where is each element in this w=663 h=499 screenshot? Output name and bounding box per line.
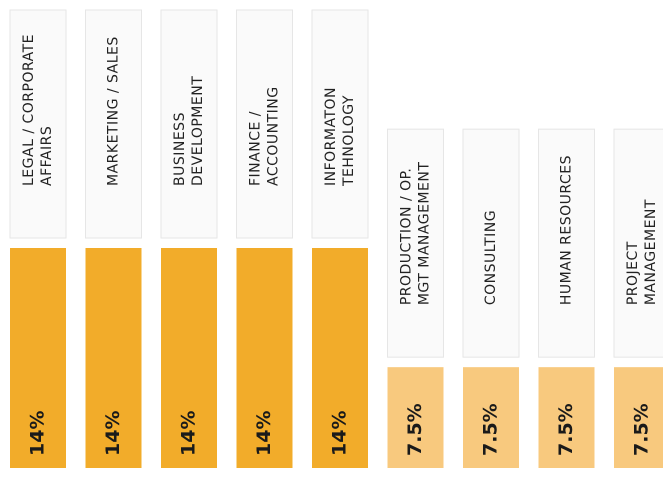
label-box [311,9,369,239]
category-label: CONSULTING [483,210,499,305]
bar [161,248,217,468]
category-label: PRODUCTION / OP. MGT MANAGEMENT [399,162,433,306]
category-label: FINANCE / ACCOUNTING [248,86,282,186]
bar [387,367,444,468]
value-label: 14% [178,411,200,456]
label-box [613,128,663,358]
bar [85,248,142,468]
value-label: 14% [102,411,124,456]
category-label: HUMAN RESOURCES [559,155,575,305]
category-label: PROJECT MANAGEMENT [625,199,659,305]
label-box [387,128,444,358]
label-box [538,128,595,358]
label-box [462,128,520,358]
bar [463,367,519,468]
category-label: INFORMATON TEHNOLOGY [323,87,357,187]
bar [312,248,368,468]
value-label: 14% [329,411,351,456]
label-box [160,9,218,239]
value-label: 7.5% [480,403,502,456]
label-box [9,9,67,239]
value-label: 7.5% [631,403,653,456]
category-label: BUSINESS DEVELOPMENT [172,76,206,186]
category-label: LEGAL / CORPORATE AFFAIRS [21,34,55,186]
value-label: 7.5% [404,403,426,456]
category-label: MARKETING / SALES [106,36,122,186]
bar [538,367,595,468]
value-label: 14% [253,411,275,456]
value-label: 14% [27,411,49,456]
label-box [236,9,293,239]
bar [236,248,293,468]
bar [10,248,66,468]
label-box [85,9,142,239]
value-label: 7.5% [555,403,577,456]
bar [614,367,663,468]
